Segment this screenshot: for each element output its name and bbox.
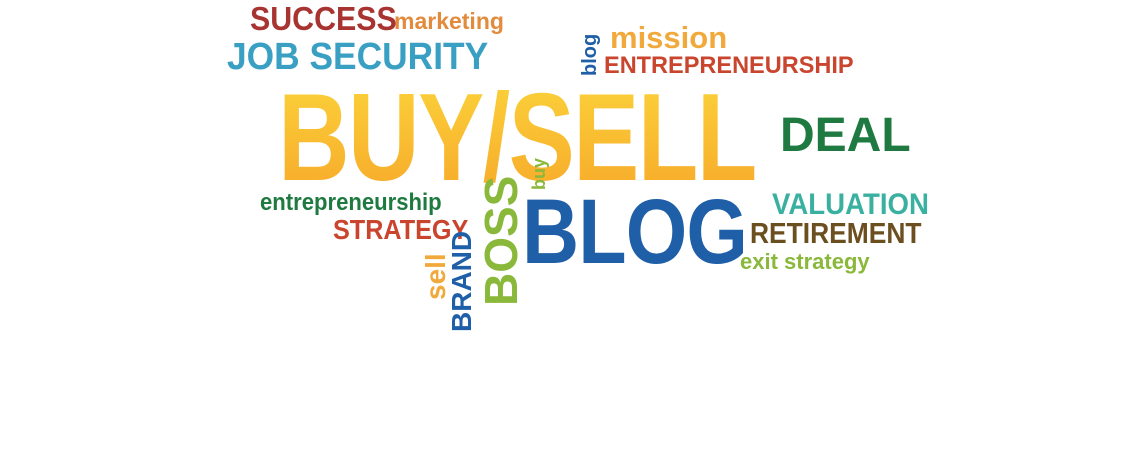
word-valuation: VALUATION bbox=[772, 188, 929, 221]
word-boss-vertical: BOSS bbox=[475, 175, 527, 306]
word-success: SUCCESS bbox=[250, 0, 397, 37]
word-mission: mission bbox=[610, 20, 728, 55]
word-marketing: marketing bbox=[394, 8, 504, 34]
word-deal: DEAL bbox=[780, 109, 911, 162]
word-entrepreneurship-caps: ENTREPRENEURSHIP bbox=[604, 52, 854, 79]
word-retirement: RETIREMENT bbox=[750, 218, 922, 250]
word-brand-vertical: BRAND bbox=[446, 230, 477, 332]
word-buy-sell: BUY/SELL bbox=[278, 69, 757, 207]
word-entrepreneurship-lower: entrepreneurship bbox=[260, 189, 442, 216]
word-strategy: STRATEGY bbox=[333, 214, 469, 245]
word-blog-large: BLOG bbox=[522, 181, 748, 283]
word-exit-strategy: exit strategy bbox=[740, 249, 870, 274]
word-job-security: JOB SECURITY bbox=[227, 36, 489, 78]
word-sell-vertical: sell bbox=[420, 253, 451, 300]
